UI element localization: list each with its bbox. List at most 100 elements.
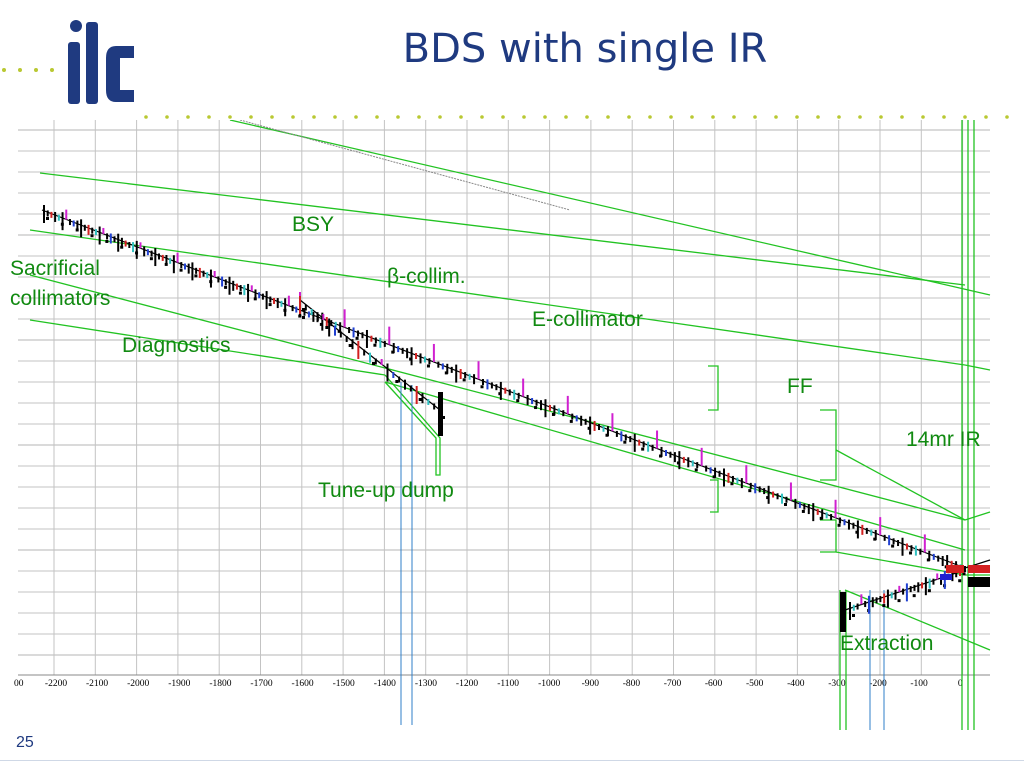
x-tick-label: -2100 [86, 679, 108, 689]
beamline-element-support [962, 572, 966, 576]
beamline-element [50, 211, 53, 218]
beamline-element-support [784, 503, 788, 507]
page-number: 25 [16, 734, 34, 751]
beamline-element [781, 493, 784, 504]
beamline-element [250, 285, 253, 292]
beamline-element [803, 503, 806, 510]
x-tick-label: -100 [910, 679, 928, 689]
beamline-element [847, 519, 850, 530]
beamline-element [109, 233, 112, 244]
beamline-element [856, 603, 859, 610]
beamline-magnets [43, 205, 966, 620]
beamline-element [310, 309, 313, 315]
label-14mr-ir: 14mr IR [906, 428, 981, 451]
beamline-element [221, 276, 224, 287]
x-tick-label: -600 [705, 679, 723, 689]
beamline-element [195, 267, 198, 274]
beamline-element [807, 504, 810, 515]
beamline-element [647, 441, 650, 452]
beamline-element [213, 271, 216, 277]
beamline-element-support [224, 285, 228, 289]
beamline-element [754, 483, 757, 494]
beamline-element-support [927, 589, 931, 593]
x-axis-tick-labels: 00 -2200 -2100 -2000 -1900 -1800 -1700 -1600 -15… [14, 679, 963, 689]
beamline-element [924, 577, 927, 596]
beamline-element [339, 322, 342, 333]
beamline-element-support [569, 419, 573, 423]
decorative-dots-left [2, 68, 54, 72]
beamline-element-support [623, 440, 627, 444]
beamline-element [508, 389, 511, 396]
beamline-element [401, 347, 404, 354]
beamline-element [330, 320, 333, 327]
beamline-element-support [372, 362, 375, 365]
beamline-element [352, 327, 355, 338]
beamline-element-support [194, 274, 198, 278]
beamline-element [664, 449, 667, 456]
beamline-element [709, 467, 712, 474]
beamline-element-support [801, 509, 805, 513]
beamline-element [575, 415, 578, 422]
beamline-element [860, 594, 863, 605]
beamline-element [714, 467, 717, 478]
beamline-element-support [480, 385, 484, 389]
beamline-element [544, 399, 547, 418]
beamline-element-support [238, 291, 242, 295]
beamline-element [269, 296, 272, 303]
beamline-element [374, 337, 377, 344]
beamline-element [883, 593, 886, 604]
x-tick-label: -800 [623, 679, 641, 689]
beamline-element [548, 404, 551, 411]
beamline-element [513, 389, 516, 400]
beamline-element [902, 588, 905, 595]
beamline-element [161, 254, 164, 261]
beamline-element [909, 586, 912, 593]
beamline-element [584, 418, 587, 425]
beamline-element [421, 393, 424, 404]
x-tick-label: -1400 [374, 679, 396, 689]
beamline-element [633, 433, 636, 452]
beamline-element [615, 430, 618, 437]
beamline-element [522, 378, 525, 397]
beamline-element-support [958, 579, 962, 583]
label-diagnostics: Diagnostics [122, 334, 231, 357]
beamline-element [432, 343, 435, 362]
beamline-element-support [373, 343, 377, 347]
label-extraction: Extraction [840, 632, 934, 655]
beamline-element [316, 312, 319, 323]
beamline-element [169, 257, 172, 264]
beamline-element [917, 582, 920, 593]
beamline-element [232, 280, 235, 291]
beamline-element [202, 270, 205, 277]
x-tick-label: -1600 [292, 679, 314, 689]
beamline-element-support [462, 378, 466, 382]
beamline-element [243, 285, 246, 296]
beamline-element [589, 416, 592, 435]
beamline-element [718, 470, 721, 477]
beamline-element [879, 596, 882, 603]
beamline-element [328, 318, 331, 337]
x-tick-label: -200 [869, 679, 887, 689]
beamline-element-support [641, 447, 645, 451]
beamline-element [580, 415, 583, 426]
x-tick-label: 00 [14, 679, 24, 689]
beamline-element [758, 486, 761, 493]
beamline-element [379, 337, 382, 348]
beamline-element [348, 327, 351, 334]
beamline-element [913, 584, 916, 591]
beamline-element [72, 220, 75, 227]
beamline-element [624, 434, 627, 441]
beamline-element-support [348, 344, 352, 347]
beamline-element [598, 424, 601, 431]
beamline-element [910, 545, 913, 552]
beamline-element [611, 413, 614, 432]
label-ff: FF [787, 375, 813, 398]
tunnel-outline [29, 120, 991, 730]
beamline-element-support [355, 336, 359, 340]
beamline-element [473, 374, 476, 385]
beamline-element [687, 457, 690, 468]
beamline-element [767, 485, 770, 504]
beamline-element [468, 373, 471, 380]
x-tick-label: -1200 [456, 679, 478, 689]
beamline-element [172, 255, 175, 274]
